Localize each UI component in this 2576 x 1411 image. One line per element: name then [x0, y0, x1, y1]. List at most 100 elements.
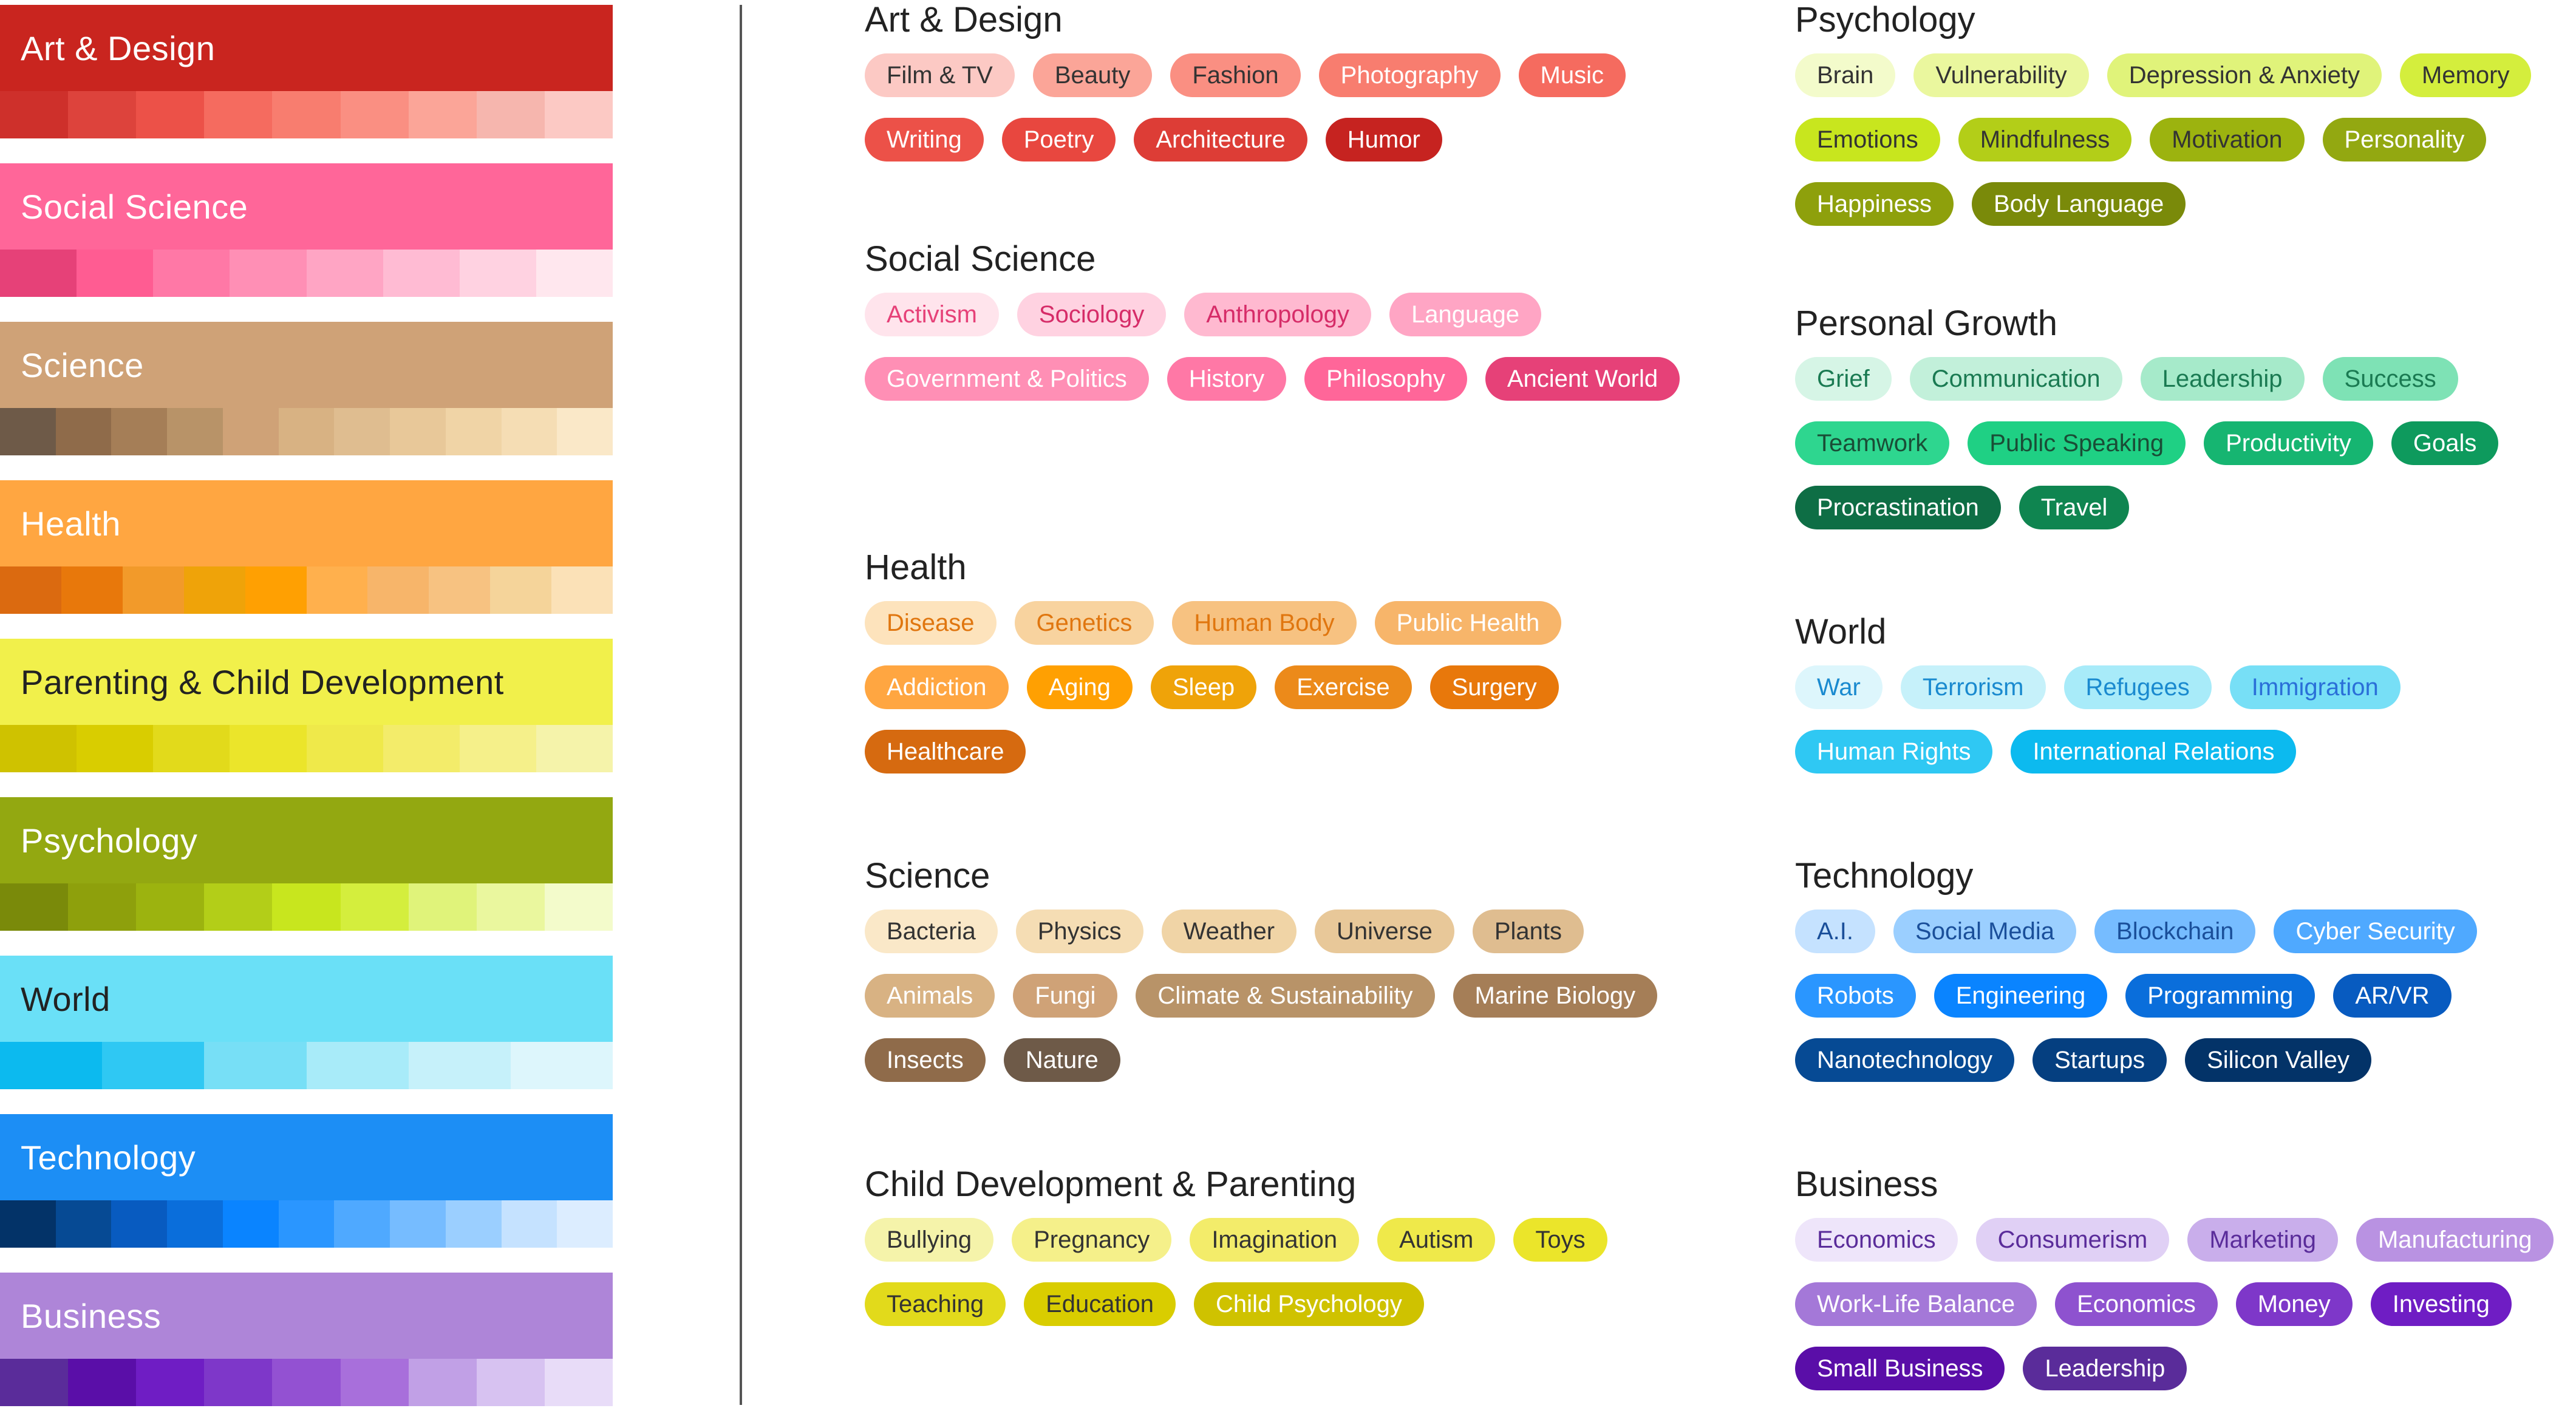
tag-chip-film-and-tv[interactable]: Film & TV — [865, 53, 1015, 97]
tag-chip-toys[interactable]: Toys — [1513, 1218, 1607, 1262]
tag-chip-programming[interactable]: Programming — [2125, 974, 2315, 1018]
tag-chip-sleep[interactable]: Sleep — [1150, 665, 1257, 709]
tag-chip-leadership[interactable]: Leadership — [2140, 357, 2305, 401]
tag-chip-mindfulness[interactable]: Mindfulness — [1958, 118, 2132, 162]
tag-chip-social-media[interactable]: Social Media — [1893, 909, 2077, 953]
tag-chip-human-rights[interactable]: Human Rights — [1795, 730, 1993, 773]
tag-chip-pregnancy[interactable]: Pregnancy — [1012, 1218, 1172, 1262]
tag-chip-memory[interactable]: Memory — [2400, 53, 2532, 97]
tag-chip-war[interactable]: War — [1795, 665, 1883, 709]
tag-chip-depression-and-anxiety[interactable]: Depression & Anxiety — [2107, 53, 2382, 97]
tag-chip-imagination[interactable]: Imagination — [1190, 1218, 1360, 1262]
tag-chip-music[interactable]: Music — [1518, 53, 1626, 97]
tag-chip-marketing[interactable]: Marketing — [2187, 1218, 2338, 1262]
tag-chip-manufacturing[interactable]: Manufacturing — [2356, 1218, 2554, 1262]
tag-chip-exercise[interactable]: Exercise — [1275, 665, 1412, 709]
tag-chip-blockchain[interactable]: Blockchain — [2094, 909, 2256, 953]
tag-chip-international-relations[interactable]: International Relations — [2011, 730, 2297, 773]
tag-chip-education[interactable]: Education — [1024, 1282, 1176, 1326]
tag-list: War Terrorism Refugees Immigration Human Rig… — [1795, 665, 2576, 773]
tag-chip-animals[interactable]: Animals — [865, 974, 995, 1018]
tag-chip-philosophy[interactable]: Philosophy — [1304, 357, 1467, 401]
tag-chip-fungi[interactable]: Fungi — [1013, 974, 1118, 1018]
tag-chip-plants[interactable]: Plants — [1472, 909, 1584, 953]
tag-chip-surgery[interactable]: Surgery — [1429, 665, 1559, 709]
tag-chip-disease[interactable]: Disease — [865, 601, 997, 645]
tag-list: Activism Sociology Anthropology Language Gov… — [865, 293, 1703, 401]
tag-chip-brain[interactable]: Brain — [1795, 53, 1896, 97]
tag-chip-economics[interactable]: Economics — [1795, 1218, 1958, 1262]
tag-chip-goals[interactable]: Goals — [2391, 421, 2499, 465]
tag-chip-economics[interactable]: Economics — [2055, 1282, 2218, 1326]
tag-chip-bullying[interactable]: Bullying — [865, 1218, 994, 1262]
category-world: World War Terrorism Refugees Immigration Huma… — [1795, 612, 2576, 773]
tag-chip-silicon-valley[interactable]: Silicon Valley — [2185, 1038, 2371, 1082]
tag-chip-physics[interactable]: Physics — [1015, 909, 1143, 953]
tag-chip-terrorism[interactable]: Terrorism — [1900, 665, 2046, 709]
tag-chip-productivity[interactable]: Productivity — [2204, 421, 2373, 465]
tag-chip-travel[interactable]: Travel — [2019, 486, 2130, 529]
tag-chip-personality[interactable]: Personality — [2322, 118, 2487, 162]
tag-chip-climate-and-sustainability[interactable]: Climate & Sustainability — [1136, 974, 1435, 1018]
tag-chip-photography[interactable]: Photography — [1318, 53, 1501, 97]
tag-chip-healthcare[interactable]: Healthcare — [865, 730, 1026, 773]
tag-chip-fashion[interactable]: Fashion — [1170, 53, 1301, 97]
tag-chip-architecture[interactable]: Architecture — [1134, 118, 1307, 162]
tag-chip-addiction[interactable]: Addiction — [865, 665, 1009, 709]
tag-chip-success[interactable]: Success — [2322, 357, 2458, 401]
tag-chip-public-health[interactable]: Public Health — [1374, 601, 1562, 645]
tag-chip-genetics[interactable]: Genetics — [1014, 601, 1154, 645]
tag-chip-grief[interactable]: Grief — [1795, 357, 1892, 401]
tag-chip-marine-biology[interactable]: Marine Biology — [1453, 974, 1658, 1018]
tag-chip-poetry[interactable]: Poetry — [1001, 118, 1116, 162]
tag-chip-government-and-politics[interactable]: Government & Politics — [865, 357, 1149, 401]
tag-chip-nanotechnology[interactable]: Nanotechnology — [1795, 1038, 2015, 1082]
tag-chip-robots[interactable]: Robots — [1795, 974, 1916, 1018]
tag-chip-writing[interactable]: Writing — [865, 118, 984, 162]
tag-chip-child-psychology[interactable]: Child Psychology — [1194, 1282, 1424, 1326]
tag-chip-consumerism[interactable]: Consumerism — [1975, 1218, 2170, 1262]
tag-chip-nature[interactable]: Nature — [1003, 1038, 1120, 1082]
tag-chip-procrastination[interactable]: Procrastination — [1795, 486, 2001, 529]
tag-chip-human-body[interactable]: Human Body — [1172, 601, 1357, 645]
tag-chip-humor[interactable]: Humor — [1325, 118, 1442, 162]
tag-chip-engineering[interactable]: Engineering — [1934, 974, 2108, 1018]
color-swatch — [272, 91, 341, 138]
tag-chip-autism[interactable]: Autism — [1377, 1218, 1496, 1262]
tag-chip-insects[interactable]: Insects — [865, 1038, 986, 1082]
tag-chip-motivation[interactable]: Motivation — [2150, 118, 2305, 162]
tag-chip-communication[interactable]: Communication — [1909, 357, 2122, 401]
tag-chip-universe[interactable]: Universe — [1315, 909, 1454, 953]
tag-chip-language[interactable]: Language — [1389, 293, 1542, 336]
palette-header: Health — [0, 480, 613, 566]
tag-chip-history[interactable]: History — [1167, 357, 1287, 401]
color-swatch — [136, 1359, 205, 1406]
tag-chip-beauty[interactable]: Beauty — [1032, 53, 1153, 97]
tag-chip-work-life-balance[interactable]: Work-Life Balance — [1795, 1282, 2037, 1326]
tag-chip-sociology[interactable]: Sociology — [1017, 293, 1167, 336]
tag-chip-refugees[interactable]: Refugees — [2063, 665, 2212, 709]
tag-chip-emotions[interactable]: Emotions — [1795, 118, 1940, 162]
tag-chip-cyber-security[interactable]: Cyber Security — [2274, 909, 2477, 953]
tag-chip-investing[interactable]: Investing — [2370, 1282, 2512, 1326]
tag-chip-ar-vr[interactable]: AR/VR — [2333, 974, 2452, 1018]
tag-chip-immigration[interactable]: Immigration — [2229, 665, 2401, 709]
tag-chip-small-business[interactable]: Small Business — [1795, 1347, 2005, 1390]
tag-chip-a-i[interactable]: A.I. — [1795, 909, 1876, 953]
palette-swatch-strip — [0, 408, 613, 455]
tag-chip-vulnerability[interactable]: Vulnerability — [1913, 53, 2089, 97]
tag-chip-bacteria[interactable]: Bacteria — [865, 909, 998, 953]
tag-chip-teamwork[interactable]: Teamwork — [1795, 421, 1950, 465]
tag-chip-leadership[interactable]: Leadership — [2023, 1347, 2187, 1390]
tag-chip-activism[interactable]: Activism — [865, 293, 999, 336]
tag-chip-teaching[interactable]: Teaching — [865, 1282, 1006, 1326]
tag-chip-aging[interactable]: Aging — [1026, 665, 1133, 709]
tag-chip-anthropology[interactable]: Anthropology — [1184, 293, 1372, 336]
tag-chip-body-language[interactable]: Body Language — [1972, 182, 2186, 226]
tag-chip-money[interactable]: Money — [2235, 1282, 2353, 1326]
tag-chip-ancient-world[interactable]: Ancient World — [1485, 357, 1680, 401]
tag-chip-startups[interactable]: Startups — [2033, 1038, 2167, 1082]
tag-chip-public-speaking[interactable]: Public Speaking — [1968, 421, 2186, 465]
tag-chip-weather[interactable]: Weather — [1161, 909, 1297, 953]
tag-chip-happiness[interactable]: Happiness — [1795, 182, 1954, 226]
